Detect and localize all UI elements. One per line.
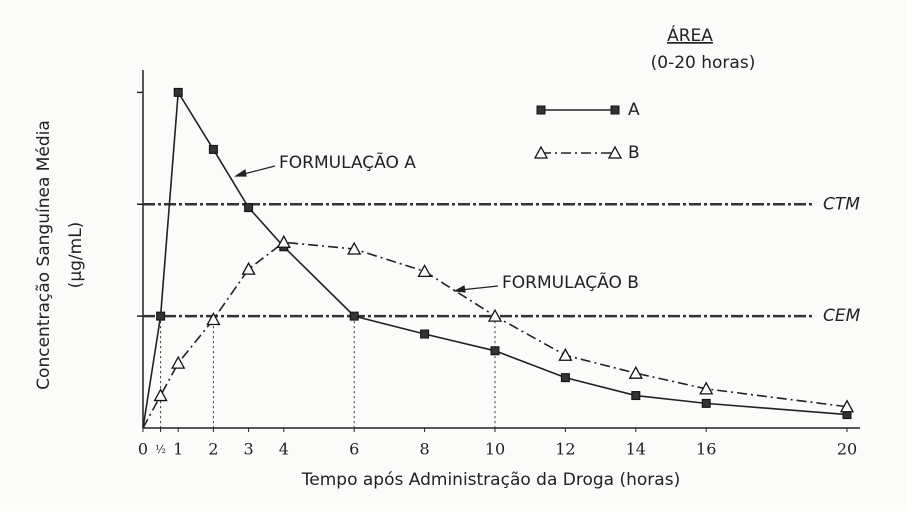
legend-label: B [628, 143, 640, 163]
marker [417, 264, 432, 278]
marker [631, 391, 641, 401]
marker [153, 388, 168, 402]
x-tick-label: 6 [349, 440, 359, 459]
annotation: FORMULAÇÃO B [502, 271, 639, 293]
marker [208, 144, 218, 154]
legend-subtitle: (0-20 horas) [651, 53, 756, 73]
x-tick-label: 16 [696, 440, 716, 459]
marker [173, 87, 183, 97]
annotation: FORMULAÇÃO A [279, 151, 416, 173]
x-tick-label: 3 [244, 440, 254, 459]
x-tick-label: 12 [555, 440, 575, 459]
reference-label: CTM [823, 194, 860, 214]
marker [628, 365, 643, 379]
marker [349, 311, 359, 321]
reference-label: CEM [823, 306, 861, 326]
y-axis-label: Concentração Sanguínea Média [34, 120, 54, 390]
x-tick-label: 10 [485, 440, 505, 459]
x-tick-label: 0 [138, 440, 148, 459]
x-tick-label: 8 [420, 440, 430, 459]
marker [244, 203, 254, 213]
legend-marker [533, 145, 549, 159]
marker [701, 398, 711, 408]
legend-label: A [628, 100, 640, 120]
legend-marker [610, 105, 620, 115]
marker [487, 308, 503, 322]
marker [276, 234, 291, 248]
marker [241, 261, 256, 275]
marker [839, 399, 855, 413]
x-axis-label: Tempo após Administração da Droga (horas… [301, 470, 680, 490]
marker [558, 347, 573, 361]
marker [171, 355, 186, 369]
legend-marker [536, 105, 546, 115]
marker [206, 312, 221, 326]
x-tick-label: 4 [279, 440, 289, 459]
y-axis-label: (μg/mL) [66, 222, 86, 289]
x-tick-label: 1 [173, 440, 183, 459]
x-tick-label: 2 [208, 440, 218, 459]
annotation-arrows [234, 165, 499, 293]
x-tick-label: 20 [837, 440, 857, 459]
marker [490, 346, 500, 356]
marker [560, 373, 570, 383]
x-tick-label: ½ [155, 443, 166, 456]
marker [699, 381, 714, 395]
legend-title: ÁREA [667, 24, 713, 46]
x-tick-label: 14 [626, 440, 646, 459]
marker [420, 329, 430, 339]
legend-marker [607, 145, 623, 159]
marker [347, 241, 362, 255]
marker [156, 311, 166, 321]
